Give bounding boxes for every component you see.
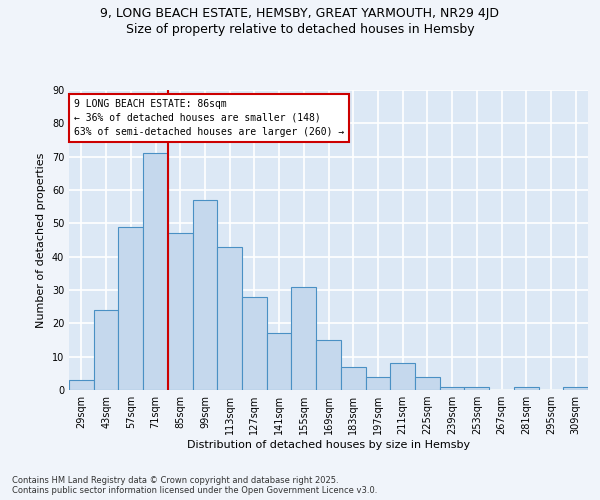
Bar xyxy=(415,376,440,390)
Bar xyxy=(316,340,341,390)
Bar xyxy=(242,296,267,390)
Text: 9, LONG BEACH ESTATE, HEMSBY, GREAT YARMOUTH, NR29 4JD: 9, LONG BEACH ESTATE, HEMSBY, GREAT YARM… xyxy=(101,8,499,20)
Bar xyxy=(94,310,118,390)
Bar xyxy=(69,380,94,390)
Text: Size of property relative to detached houses in Hemsby: Size of property relative to detached ho… xyxy=(125,22,475,36)
Bar xyxy=(267,334,292,390)
Bar xyxy=(143,154,168,390)
X-axis label: Distribution of detached houses by size in Hemsby: Distribution of detached houses by size … xyxy=(187,440,470,450)
Y-axis label: Number of detached properties: Number of detached properties xyxy=(36,152,46,328)
Bar xyxy=(464,386,489,390)
Bar xyxy=(365,376,390,390)
Bar xyxy=(193,200,217,390)
Bar xyxy=(168,234,193,390)
Bar xyxy=(217,246,242,390)
Bar xyxy=(390,364,415,390)
Bar xyxy=(292,286,316,390)
Text: Contains HM Land Registry data © Crown copyright and database right 2025.
Contai: Contains HM Land Registry data © Crown c… xyxy=(12,476,377,495)
Bar xyxy=(563,386,588,390)
Bar xyxy=(341,366,365,390)
Text: 9 LONG BEACH ESTATE: 86sqm
← 36% of detached houses are smaller (148)
63% of sem: 9 LONG BEACH ESTATE: 86sqm ← 36% of deta… xyxy=(74,99,344,137)
Bar xyxy=(440,386,464,390)
Bar xyxy=(514,386,539,390)
Bar xyxy=(118,226,143,390)
